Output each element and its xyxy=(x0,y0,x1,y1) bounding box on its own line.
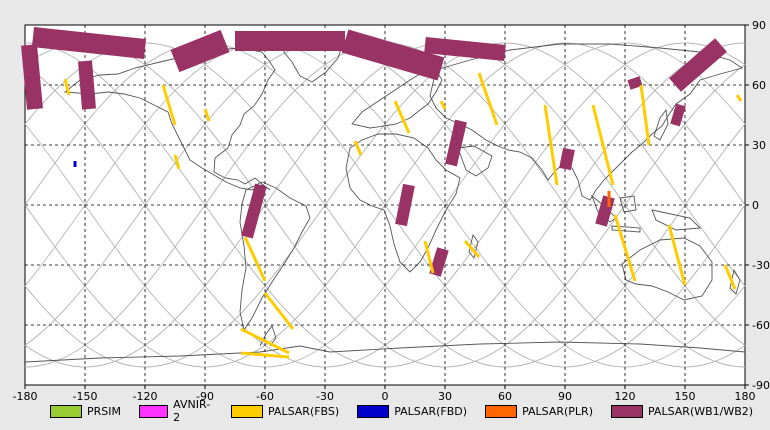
graticule xyxy=(25,25,745,385)
legend-label: PALSAR(FBD) xyxy=(394,404,468,418)
legend-swatch xyxy=(139,404,169,418)
y-tick-label: -60 xyxy=(752,319,770,332)
swath-fbs xyxy=(173,154,181,170)
y-tick-labels: 90 60 30 0 -30 -60 -90 xyxy=(745,19,770,392)
swath-fbs xyxy=(667,224,687,286)
swath-layer xyxy=(21,27,743,359)
x-tick-label: 0 xyxy=(382,390,389,403)
swath-wb xyxy=(395,183,415,227)
swath-wb xyxy=(341,29,445,81)
swath-fbs xyxy=(203,108,211,122)
swath-fbs xyxy=(161,84,177,126)
swath-fbs xyxy=(439,100,447,110)
swath-fbs xyxy=(591,104,615,186)
y-tick-label: -90 xyxy=(752,379,770,392)
swath-fbs xyxy=(723,264,737,290)
swath-wb xyxy=(445,119,467,167)
swath-fbs xyxy=(477,72,499,126)
x-tick-label: 150 xyxy=(675,390,696,403)
swath-wb xyxy=(170,29,230,73)
legend-swatch xyxy=(231,404,263,418)
x-tick-label: -150 xyxy=(73,390,98,403)
legend-swatch xyxy=(50,404,82,418)
swath-wb xyxy=(627,76,643,90)
swath-fbs xyxy=(243,236,267,282)
legend-label: PALSAR(PLR) xyxy=(522,404,593,418)
swath-wb xyxy=(424,37,506,61)
x-tick-labels: -180 -150 -120 -90 -60 -30 0 30 60 90 120 150 180 xyxy=(13,385,756,403)
x-tick-label: 90 xyxy=(558,390,572,403)
y-tick-label: 0 xyxy=(752,199,759,212)
swath-fbs xyxy=(735,94,743,102)
swath-fbs xyxy=(639,84,651,146)
legend-label: AVNIR-2 xyxy=(173,398,211,424)
x-tick-label: -120 xyxy=(133,390,158,403)
y-tick-label: 90 xyxy=(752,19,766,32)
x-tick-label: -180 xyxy=(13,390,38,403)
swath-wb xyxy=(31,27,147,59)
swath-wb xyxy=(241,183,267,239)
swath-fbs xyxy=(613,214,637,282)
swath-fbs xyxy=(353,140,363,156)
swath-wb xyxy=(429,247,449,277)
x-tick-label: -60 xyxy=(256,390,274,403)
swath-fbs xyxy=(263,292,295,330)
legend-swatch xyxy=(485,404,518,418)
legend-swatch xyxy=(357,404,390,418)
swath-fbs xyxy=(423,240,435,274)
legend-swatch xyxy=(611,404,643,418)
legend-item: PRSIM xyxy=(50,404,121,418)
legend-label: PALSAR(FBS) xyxy=(268,404,340,418)
swath-wb xyxy=(21,44,43,110)
swath-wb xyxy=(670,103,686,127)
y-tick-label: 60 xyxy=(752,79,766,92)
swath-fbs xyxy=(543,104,559,186)
legend-label: PRSIM xyxy=(87,404,121,418)
legend: PRSIM AVNIR-2 PALSAR(FBS) PALSAR(FBD) PALSAR… xyxy=(50,398,770,424)
x-tick-label: 180 xyxy=(735,390,756,403)
x-tick-label: 60 xyxy=(498,390,512,403)
legend-item: AVNIR-2 xyxy=(139,398,213,424)
swath-wb xyxy=(78,60,96,110)
x-tick-label: 120 xyxy=(615,390,636,403)
x-tick-label: 30 xyxy=(438,390,452,403)
legend-item: PALSAR(FBD) xyxy=(357,404,468,418)
swath-fbs xyxy=(63,78,71,96)
swath-fbs xyxy=(393,100,411,134)
legend-item: PALSAR(PLR) xyxy=(485,404,593,418)
y-tick-label: 30 xyxy=(752,139,766,152)
swath-fbs xyxy=(240,327,290,355)
swath-wb xyxy=(559,147,575,171)
y-tick-label: -30 xyxy=(752,259,770,272)
swath-fbs xyxy=(240,351,290,359)
legend-label: PALSAR(WB1/WB2) xyxy=(648,404,754,418)
legend-item: PALSAR(WB1/WB2) xyxy=(611,404,754,418)
swath-fbs xyxy=(463,240,481,258)
x-tick-label: -90 xyxy=(196,390,214,403)
swath-wb xyxy=(669,38,727,92)
legend-item: PALSAR(FBS) xyxy=(231,404,340,418)
x-tick-label: -30 xyxy=(316,390,334,403)
